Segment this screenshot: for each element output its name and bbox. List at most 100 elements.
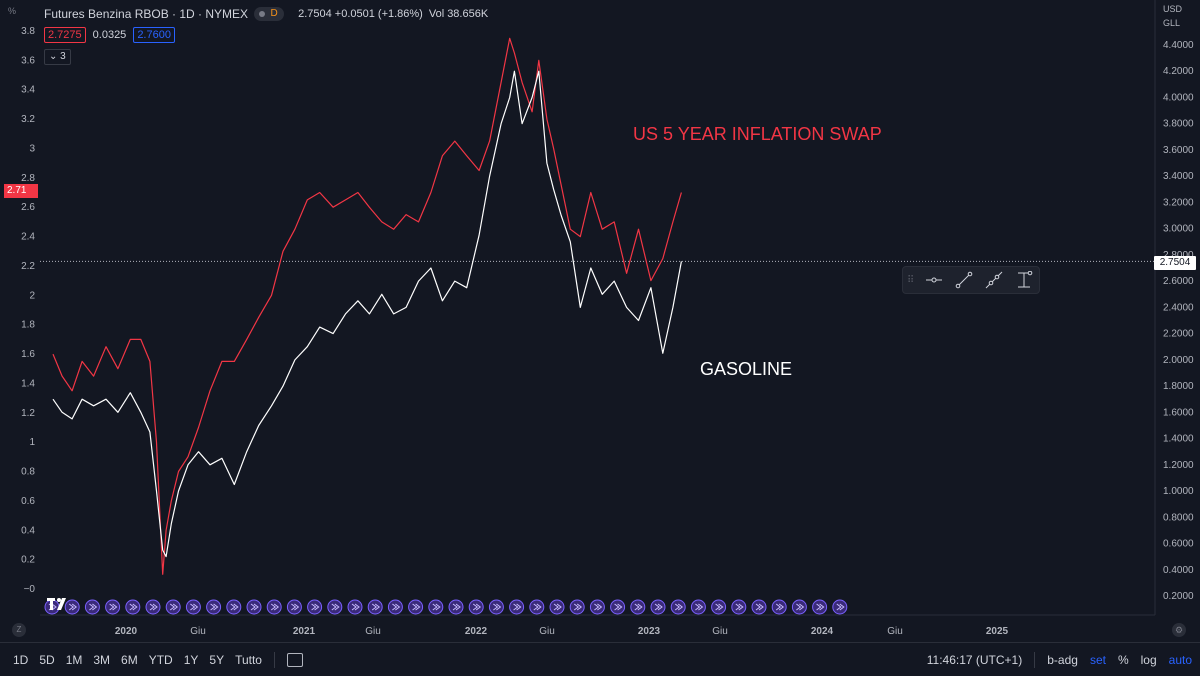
- event-marker: [165, 599, 181, 615]
- event-marker-glyph: [755, 603, 764, 611]
- time-tick-label: 2020: [115, 626, 138, 637]
- event-marker-glyph: [594, 603, 603, 611]
- event-marker: [549, 599, 565, 615]
- currency-selector[interactable]: USD: [1163, 4, 1183, 14]
- time-tick-label: 2025: [986, 626, 1009, 637]
- indicator-value-2: 0.0325: [92, 29, 127, 41]
- tradingview-logo[interactable]: [47, 597, 73, 611]
- range-1d[interactable]: 1D: [13, 652, 29, 667]
- event-markers: [44, 599, 848, 615]
- left-tick-label: 0.4: [21, 525, 35, 536]
- event-marker: [589, 599, 605, 615]
- calendar-icon[interactable]: [286, 652, 303, 667]
- event-marker: [791, 599, 807, 615]
- left-tick-label: 1.6: [21, 349, 35, 360]
- range-1m[interactable]: 1M: [65, 652, 83, 667]
- event-marker: [307, 599, 323, 615]
- unit-selector[interactable]: GLL: [1163, 18, 1181, 28]
- event-marker-glyph: [169, 603, 179, 611]
- indicator-value-3: 2.7600: [133, 27, 175, 43]
- chart-grid: [40, 0, 1156, 616]
- event-marker: [690, 599, 706, 615]
- price-range-tool-icon[interactable]: [1013, 269, 1035, 291]
- event-marker: [569, 599, 585, 615]
- collapse-count: 3: [60, 51, 66, 62]
- event-marker-glyph: [513, 603, 522, 611]
- right-tick-label: 3.6000: [1163, 145, 1194, 156]
- right-tick-label: 4.0000: [1163, 92, 1194, 103]
- event-marker-glyph: [371, 603, 381, 611]
- collapse-indicators-button[interactable]: ⌄ 3: [44, 49, 71, 65]
- indicator-value-1: 2.7275: [44, 27, 86, 43]
- event-marker: [64, 599, 80, 615]
- right-tick-label: 3.4000: [1163, 171, 1194, 182]
- event-marker: [246, 599, 262, 615]
- adjustment-toggle[interactable]: b-adg: [1047, 652, 1078, 667]
- trend-line-tool-icon[interactable]: [953, 269, 975, 291]
- series-layer: [52, 37, 682, 575]
- drawing-toolbar: ⠿: [902, 266, 1040, 294]
- range-1y[interactable]: 1Y: [183, 652, 199, 667]
- gasoline-annotation[interactable]: GASOLINE: [700, 359, 793, 379]
- horizontal-ray-tool-icon[interactable]: [923, 269, 945, 291]
- event-marker: [670, 599, 686, 615]
- range-3m[interactable]: 3M: [93, 652, 111, 667]
- legend-header: Futures Benzina RBOB · 1D · NYMEX D 2.75…: [44, 7, 488, 21]
- event-marker-glyph: [816, 603, 825, 611]
- event-marker: [266, 599, 282, 615]
- event-marker-glyph: [796, 603, 805, 611]
- left-tick-label: 2: [29, 290, 35, 301]
- event-marker: [711, 599, 727, 615]
- event-marker: [650, 599, 666, 615]
- event-marker-glyph: [291, 603, 300, 611]
- inflation-swap-annotation[interactable]: US 5 YEAR INFLATION SWAP: [633, 124, 882, 144]
- clock-time[interactable]: 11:46:17 (UTC+1): [926, 652, 1023, 667]
- left-tick-label: 2.6: [21, 202, 35, 213]
- time-axis[interactable]: 2020 Giu 2021 Giu 2022 Giu 2023 Giu 2024 Giu 2025: [115, 626, 1009, 637]
- right-tick-label: 2.6000: [1163, 276, 1194, 287]
- drag-handle-icon[interactable]: ⠿: [907, 274, 915, 286]
- event-marker-glyph: [351, 603, 360, 611]
- right-tick-label: 3.0000: [1163, 224, 1194, 235]
- event-marker: [84, 599, 100, 615]
- right-tick-label: 1.2000: [1163, 460, 1194, 471]
- left-tick-label: 3.6: [21, 55, 35, 66]
- event-marker-glyph: [836, 603, 845, 611]
- zoom-reset-button[interactable]: Z: [12, 623, 26, 637]
- delay-badge: D: [254, 7, 285, 21]
- event-marker: [408, 599, 424, 615]
- range-ytd[interactable]: YTD: [148, 652, 173, 667]
- right-tick-label: 1.6000: [1163, 407, 1194, 418]
- delay-badge-label: D: [270, 8, 278, 19]
- percent-scale-toggle[interactable]: %: [1117, 652, 1129, 667]
- quote-values: 2.7504 +0.0501 (+1.86%): [298, 8, 423, 20]
- event-marker-glyph: [654, 603, 663, 611]
- auto-scale-toggle[interactable]: auto: [1168, 652, 1192, 667]
- settlement-toggle[interactable]: set: [1089, 652, 1106, 667]
- event-marker-glyph: [715, 603, 724, 611]
- range-5y[interactable]: 5Y: [209, 652, 225, 667]
- event-marker: [630, 599, 646, 615]
- event-marker: [286, 599, 302, 615]
- event-marker: [488, 599, 504, 615]
- right-tick-label: 3.8000: [1163, 119, 1194, 130]
- range-5d[interactable]: 5D: [39, 652, 55, 667]
- left-tick-label: 2.8: [21, 173, 35, 184]
- toolbar-divider: [273, 651, 275, 668]
- log-scale-toggle[interactable]: log: [1140, 652, 1157, 667]
- event-marker-glyph: [89, 603, 98, 611]
- gear-icon[interactable]: ⚙: [1172, 623, 1186, 637]
- left-tick-label: 3: [29, 143, 35, 154]
- event-marker-glyph: [68, 603, 78, 611]
- event-marker-glyph: [392, 603, 401, 611]
- event-marker-glyph: [634, 603, 643, 611]
- event-marker-glyph: [412, 603, 421, 611]
- range-all[interactable]: Tutto: [235, 652, 262, 667]
- time-tick-label: 2021: [293, 626, 316, 637]
- range-6m[interactable]: 6M: [121, 652, 138, 667]
- extended-line-tool-icon[interactable]: [983, 269, 1005, 291]
- symbol-title[interactable]: Futures Benzina RBOB · 1D · NYMEX: [44, 7, 249, 21]
- event-marker-glyph: [230, 603, 239, 611]
- left-tick-label: 2.2: [21, 261, 35, 272]
